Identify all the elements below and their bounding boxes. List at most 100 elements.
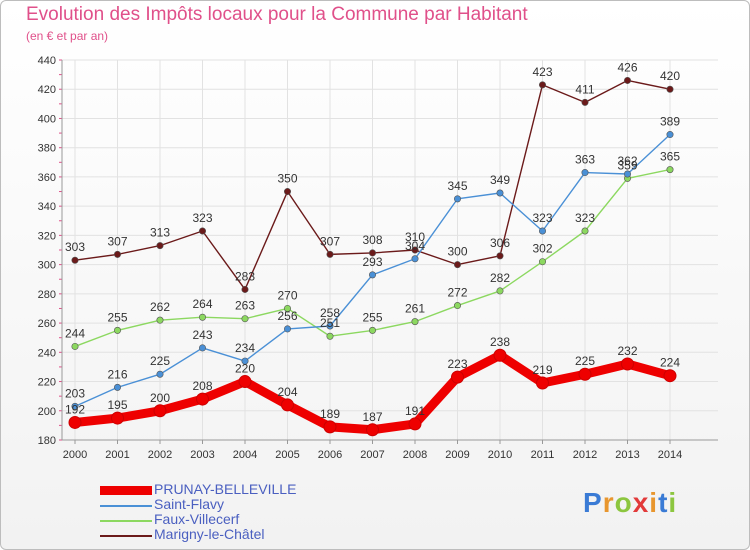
data-label: 262 [150,300,170,314]
data-point [71,402,79,410]
x-tick-label: 2012 [573,449,597,461]
data-point [496,189,504,197]
data-point [496,252,504,260]
y-tick-label: 280 [38,289,56,301]
data-label: 219 [532,363,552,377]
data-point [666,166,674,174]
chart-title: Evolution des Impôts locaux pour la Comm… [26,4,528,25]
data-label: 225 [575,354,595,368]
y-tick-label: 320 [38,230,56,242]
x-tick-label: 2005 [275,449,299,461]
data-label: 232 [617,344,637,358]
data-label: 244 [65,326,85,340]
data-point [241,357,249,365]
data-label: 208 [192,379,212,393]
data-label: 359 [617,158,637,172]
data-point [326,322,334,330]
data-label: 349 [490,173,510,187]
data-point [323,420,337,434]
logo-letter: x [632,487,650,518]
x-tick-label: 2000 [63,449,87,461]
data-label: 200 [150,391,170,405]
data-label: 191 [405,404,425,418]
data-label: 263 [235,299,255,313]
logo-letter: t [658,487,669,518]
data-label: 261 [405,302,425,316]
logo-letter: i [668,487,678,518]
data-label: 264 [192,297,212,311]
data-point [581,98,589,106]
proxiti-logo: Proxiti [583,487,677,519]
y-tick-label: 400 [38,113,56,125]
data-point [453,261,461,269]
data-label: 306 [490,236,510,250]
data-point [451,370,464,384]
data-label: 426 [617,60,637,74]
data-point [114,250,122,258]
y-tick-label: 340 [38,201,56,213]
data-point [538,227,546,235]
data-point [496,287,504,295]
data-point [408,417,422,431]
x-tick-label: 2009 [445,449,469,461]
data-point [199,313,207,321]
data-label: 225 [150,354,170,368]
data-point [281,398,294,412]
y-tick-label: 440 [38,55,56,67]
data-point [68,415,82,429]
data-point [666,131,674,139]
data-point [241,285,249,293]
data-point [493,348,507,362]
x-tick-label: 2002 [148,449,172,461]
data-label: 300 [447,245,467,259]
data-label: 238 [490,335,510,349]
y-tick-label: 240 [38,347,56,359]
data-point [581,227,589,235]
data-label: 187 [362,410,382,424]
data-point [536,376,549,390]
data-label: 220 [235,362,255,376]
data-label: 216 [107,367,127,381]
y-tick-label: 180 [38,435,56,447]
data-label: 389 [660,115,680,129]
y-tick-label: 200 [38,406,56,418]
data-label: 420 [660,69,680,83]
data-label: 283 [235,269,255,283]
logo-letter: P [583,487,603,518]
data-point [453,302,461,310]
y-tick-label: 260 [38,318,56,330]
data-label: 323 [532,211,552,225]
data-label: 345 [447,179,467,193]
data-point [411,318,419,326]
data-point [581,169,589,177]
data-label: 423 [532,65,552,79]
data-point [156,242,164,250]
x-tick-label: 2008 [403,449,427,461]
data-point [623,170,631,178]
data-point [621,357,634,371]
x-tick-label: 2001 [105,449,129,461]
data-label: 203 [65,386,85,400]
data-label: 323 [575,211,595,225]
data-point [156,370,164,378]
data-label: 307 [107,234,127,248]
data-point [114,383,122,391]
data-point [538,258,546,266]
y-tick-label: 220 [38,377,56,389]
data-point [283,304,291,312]
data-label: 411 [575,82,594,96]
data-point [153,404,167,418]
x-tick-label: 2011 [531,449,555,461]
x-tick-label: 2014 [658,449,682,461]
x-tick-label: 2007 [360,449,384,461]
legend-label-faux-villecerf: Faux-Villecerf [154,511,240,527]
data-label: 256 [277,309,297,323]
data-label: 365 [660,150,680,164]
data-point [71,256,79,264]
data-point [368,326,376,334]
data-point [111,411,124,425]
data-label: 224 [660,356,680,370]
legend-swatch-marigny [100,535,152,537]
x-tick-label: 2003 [190,449,214,461]
data-point [156,316,164,324]
